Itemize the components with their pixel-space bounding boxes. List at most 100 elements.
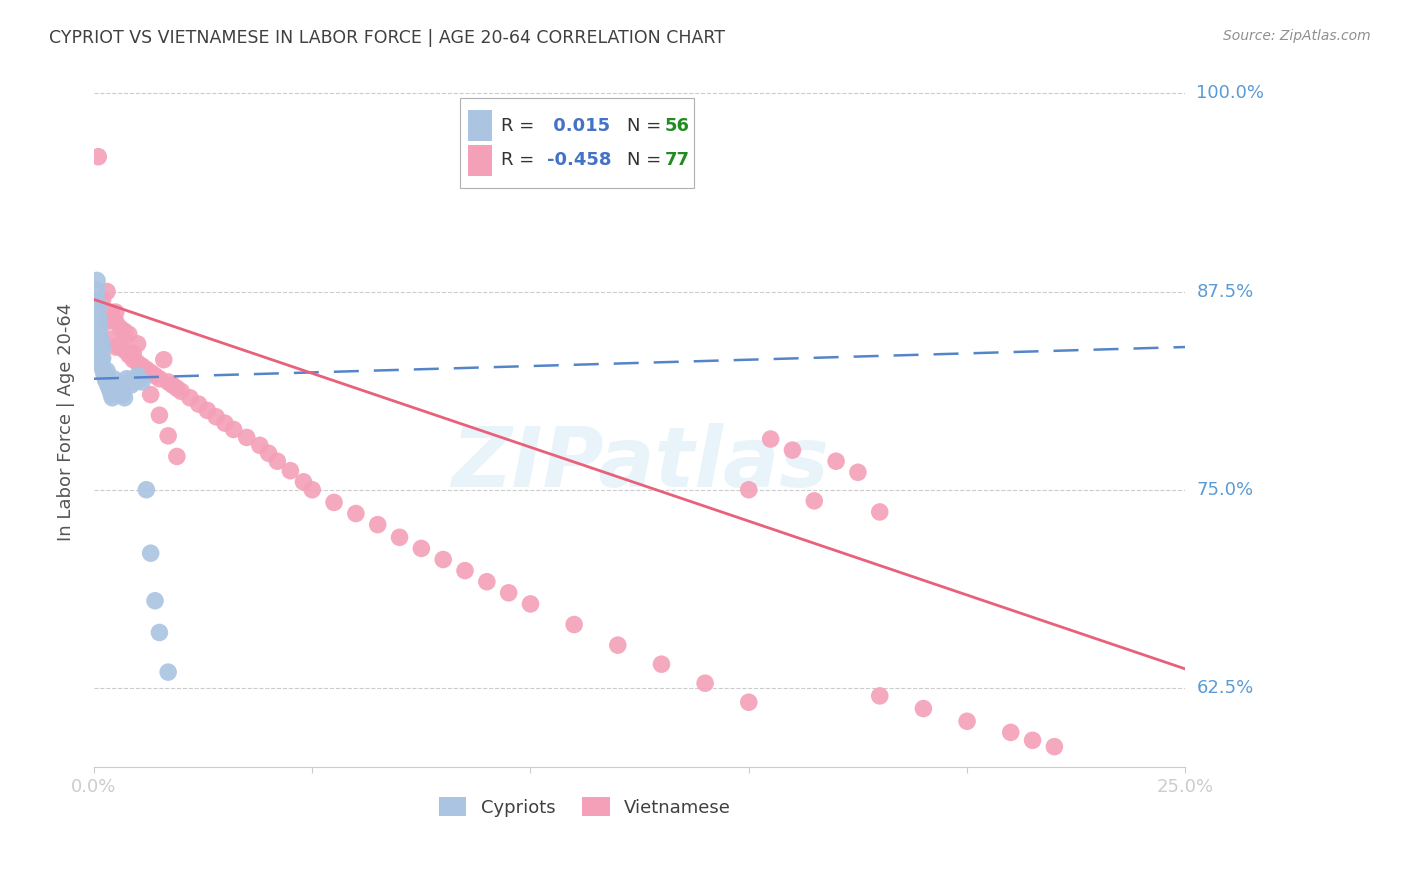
Point <box>127 336 149 351</box>
Point <box>323 495 346 509</box>
Point <box>100 384 122 399</box>
Y-axis label: In Labor Force | Age 20-64: In Labor Force | Age 20-64 <box>58 303 75 541</box>
Point <box>104 305 127 319</box>
Text: 56: 56 <box>665 117 690 135</box>
Point <box>97 378 120 392</box>
Point <box>87 311 110 326</box>
Point <box>179 391 201 405</box>
Point <box>166 381 188 395</box>
Point <box>650 657 672 672</box>
Text: 62.5%: 62.5% <box>1197 679 1254 697</box>
Point <box>108 321 131 335</box>
Point <box>152 352 174 367</box>
Point <box>94 373 117 387</box>
FancyBboxPatch shape <box>460 98 695 188</box>
Point <box>166 450 188 464</box>
Point <box>197 403 219 417</box>
Point <box>869 689 891 703</box>
Point <box>266 454 288 468</box>
Point <box>91 351 114 365</box>
Point <box>108 340 131 354</box>
Bar <box>468 145 492 176</box>
Point <box>1021 733 1043 747</box>
Point <box>157 375 180 389</box>
Point <box>91 340 114 354</box>
Point <box>205 409 228 424</box>
Point <box>934 780 956 795</box>
Point <box>143 368 166 383</box>
Point <box>118 348 141 362</box>
Text: R =: R = <box>501 117 540 135</box>
Point <box>519 597 541 611</box>
Point <box>108 384 131 399</box>
Point <box>114 343 136 358</box>
Point <box>124 375 146 389</box>
Point <box>89 335 111 350</box>
Point <box>157 429 180 443</box>
Point <box>91 362 114 376</box>
Point <box>91 359 114 373</box>
Point <box>131 359 153 373</box>
Point <box>94 370 117 384</box>
Point <box>139 365 162 379</box>
Point <box>128 372 150 386</box>
Point <box>111 387 134 401</box>
Point <box>956 714 979 729</box>
Text: Source: ZipAtlas.com: Source: ZipAtlas.com <box>1223 29 1371 43</box>
Point <box>222 422 245 436</box>
Text: CYPRIOT VS VIETNAMESE IN LABOR FORCE | AGE 20-64 CORRELATION CHART: CYPRIOT VS VIETNAMESE IN LABOR FORCE | A… <box>49 29 725 46</box>
Point <box>738 695 761 709</box>
Point <box>388 530 411 544</box>
Point <box>87 150 110 164</box>
Point <box>235 430 257 444</box>
Point <box>114 324 136 338</box>
Point <box>157 665 180 679</box>
Bar <box>468 111 492 141</box>
Text: R =: R = <box>501 152 540 169</box>
Point <box>301 483 323 497</box>
Point <box>606 638 628 652</box>
Point <box>115 372 138 386</box>
Point <box>89 327 111 342</box>
Point <box>93 364 115 378</box>
Point <box>131 367 153 381</box>
Point <box>114 391 136 405</box>
Text: N =: N = <box>627 152 666 169</box>
Legend: Cypriots, Vietnamese: Cypriots, Vietnamese <box>432 790 738 824</box>
Point <box>89 322 111 336</box>
Text: 77: 77 <box>665 152 690 169</box>
Text: 100.0%: 100.0% <box>1197 85 1264 103</box>
Point <box>143 593 166 607</box>
Point <box>139 387 162 401</box>
Point <box>89 332 111 346</box>
Point <box>101 391 124 405</box>
Point <box>148 625 170 640</box>
Point <box>869 505 891 519</box>
Point <box>187 397 209 411</box>
Point <box>86 293 108 307</box>
Point <box>257 446 280 460</box>
Point <box>89 340 111 354</box>
Point <box>367 517 389 532</box>
Point <box>104 340 127 354</box>
Point <box>432 552 454 566</box>
Point <box>122 352 145 367</box>
Point <box>280 464 302 478</box>
Point <box>803 493 825 508</box>
Point <box>104 315 127 329</box>
Point <box>120 378 142 392</box>
Point <box>86 303 108 318</box>
Point <box>738 483 761 497</box>
Point <box>118 327 141 342</box>
Point <box>170 384 193 399</box>
Point <box>122 372 145 386</box>
Point <box>90 346 112 360</box>
Point <box>127 368 149 383</box>
Point <box>96 315 118 329</box>
Point <box>759 432 782 446</box>
Point <box>89 343 111 358</box>
Point <box>107 381 129 395</box>
Text: 75.0%: 75.0% <box>1197 481 1254 499</box>
Point <box>96 375 118 389</box>
Point <box>214 416 236 430</box>
